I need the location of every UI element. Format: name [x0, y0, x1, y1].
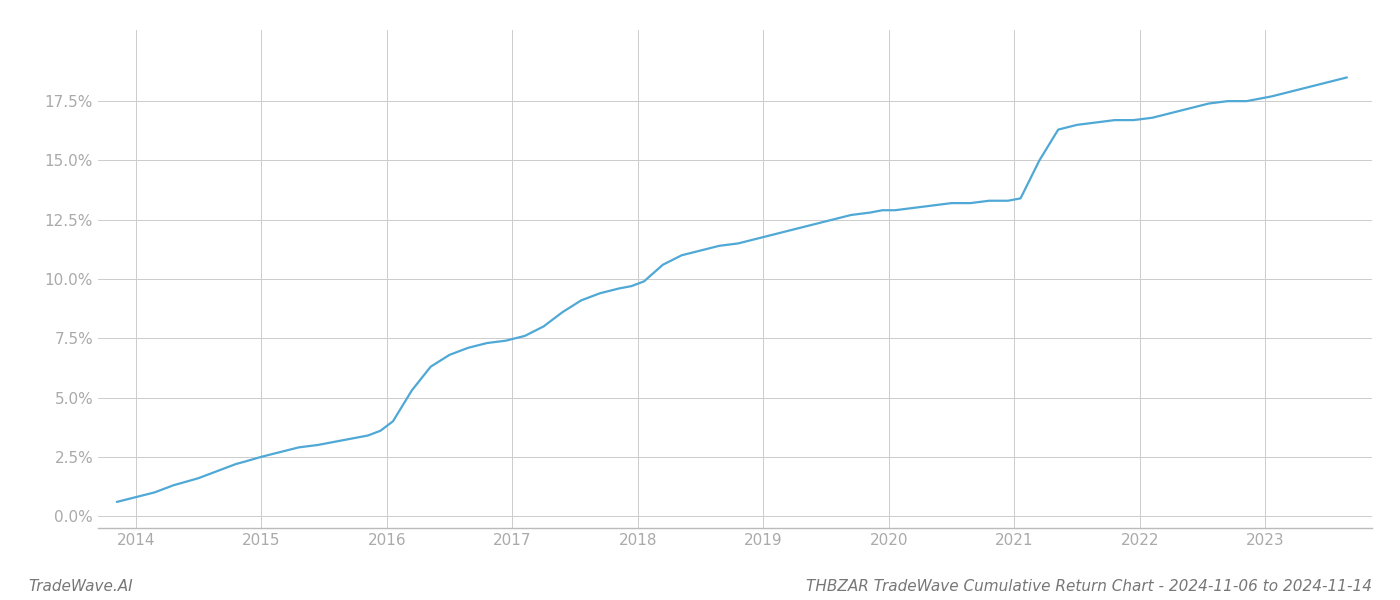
Text: TradeWave.AI: TradeWave.AI: [28, 579, 133, 594]
Text: THBZAR TradeWave Cumulative Return Chart - 2024-11-06 to 2024-11-14: THBZAR TradeWave Cumulative Return Chart…: [806, 579, 1372, 594]
